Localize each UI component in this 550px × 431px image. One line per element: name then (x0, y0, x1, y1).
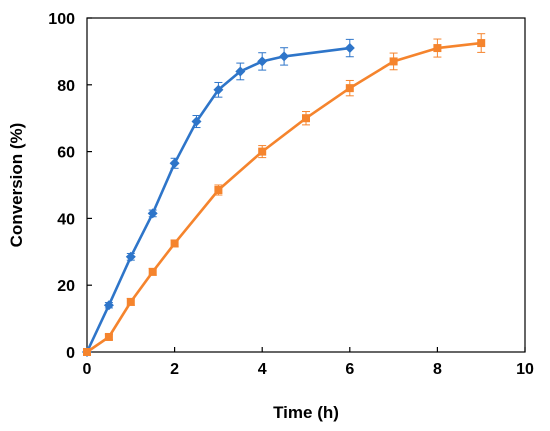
series-group (82, 33, 486, 357)
data-point (433, 44, 442, 53)
y-tick-label: 100 (48, 11, 75, 28)
x-tick-label: 8 (433, 361, 442, 378)
data-point (235, 66, 246, 77)
plot-frame (86, 17, 526, 353)
x-tick-label: 4 (258, 361, 267, 378)
data-point (302, 114, 310, 123)
data-point (344, 43, 355, 54)
data-point (477, 39, 486, 48)
data-point (345, 84, 354, 93)
data-point (191, 116, 202, 127)
series-1 (82, 38, 355, 357)
data-point (148, 267, 157, 276)
x-tick-label: 6 (345, 361, 354, 378)
x-tick-label: 10 (516, 361, 534, 378)
y-tick-label: 60 (57, 145, 75, 162)
data-point (104, 332, 113, 341)
data-point (279, 51, 290, 62)
data-point (389, 57, 398, 66)
x-tick-label: 0 (83, 361, 92, 378)
data-point (147, 208, 158, 219)
data-point (257, 56, 268, 67)
y-tick-label: 80 (57, 78, 75, 95)
data-point (214, 186, 223, 195)
series-line (86, 41, 482, 354)
x-tick-label: 2 (170, 361, 179, 378)
x-axis-title: Time (h) (273, 403, 339, 422)
data-point (258, 147, 267, 156)
y-axis-title: Conversion (%) (7, 123, 26, 248)
data-point (169, 158, 180, 169)
data-point (103, 300, 114, 311)
series-2 (83, 33, 486, 356)
y-tick-label: 40 (57, 211, 75, 228)
data-point (170, 239, 179, 248)
data-point (125, 251, 136, 262)
y-tick-label: 0 (66, 345, 75, 362)
data-point (126, 297, 135, 306)
y-tick-label: 20 (57, 278, 75, 295)
data-point (213, 84, 224, 95)
data-point (83, 348, 91, 356)
